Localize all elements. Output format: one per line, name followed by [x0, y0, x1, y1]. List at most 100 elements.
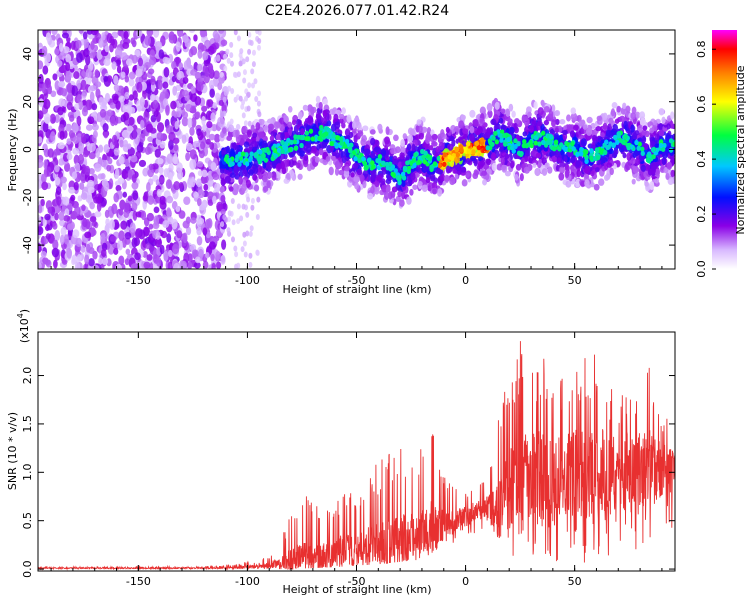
- heatmap-cell: [121, 170, 129, 180]
- heatmap-cell: [380, 160, 386, 166]
- heatmap-cell: [269, 135, 275, 142]
- y-tick-label: 0: [21, 146, 34, 153]
- heatmap-cell: [606, 162, 613, 168]
- heatmap-cell: [394, 146, 401, 154]
- heatmap-cell: [447, 143, 454, 151]
- heatmap-cell: [590, 170, 595, 177]
- heatmap-cell: [465, 158, 471, 165]
- heatmap-cell: [343, 169, 350, 178]
- heatmap-cell: [374, 187, 380, 195]
- heatmap-cell: [236, 203, 241, 210]
- heatmap-cell: [634, 157, 641, 166]
- heatmap-cell: [80, 79, 87, 91]
- heatmap-cell: [338, 113, 345, 120]
- heatmap-cell: [40, 251, 47, 258]
- heatmap-cell: [341, 107, 346, 115]
- heatmap-cell: [131, 237, 138, 248]
- heatmap-cell: [114, 180, 121, 187]
- heatmap-cell: [249, 225, 254, 232]
- heatmap-cell: [395, 195, 401, 202]
- heatmap-cell: [504, 170, 511, 177]
- heatmap-cell: [226, 57, 231, 64]
- heatmap-cell: [153, 215, 160, 225]
- heatmap-cell: [558, 166, 565, 174]
- heatmap-cell: [391, 172, 396, 178]
- heatmap-cell: [271, 160, 277, 169]
- heatmap-cell: [303, 154, 309, 161]
- heatmap-cell: [90, 40, 95, 50]
- heatmap-cell: [370, 185, 375, 194]
- snr-x-ticks: -150 -100 -50 0 50: [50, 332, 663, 588]
- heatmap-cell: [74, 103, 80, 111]
- heatmap-cell: [473, 158, 478, 167]
- heatmap-cell: [429, 173, 436, 180]
- heatmap-cell: [66, 82, 72, 94]
- heatmap-cell: [271, 172, 277, 181]
- heatmap-cell: [500, 108, 506, 114]
- heatmap-cell: [42, 65, 49, 75]
- heatmap-cell: [191, 249, 199, 257]
- heatmap-cell: [131, 181, 139, 190]
- heatmap-cell: [280, 140, 285, 146]
- heatmap-cell: [178, 62, 184, 71]
- heatmap-cell: [88, 116, 95, 124]
- heatmap-cell: [142, 194, 148, 202]
- heatmap-cell: [541, 139, 546, 145]
- heatmap-cell: [199, 204, 206, 211]
- heatmap-cell: [196, 236, 203, 246]
- heatmap-cell: [536, 120, 543, 127]
- heatmap-cell: [570, 140, 575, 147]
- heatmap-cell: [79, 182, 85, 190]
- heatmap-cell: [242, 69, 247, 76]
- heatmap-cell: [454, 147, 459, 153]
- heatmap-cell: [509, 160, 515, 169]
- heatmap-cell: [460, 166, 467, 173]
- heatmap-cell: [514, 174, 519, 181]
- heatmap-cell: [406, 143, 412, 151]
- heatmap-cell: [401, 161, 407, 167]
- heatmap-cell: [421, 184, 428, 192]
- heatmap-cell: [238, 155, 244, 161]
- heatmap-cell: [473, 169, 479, 176]
- heatmap-cell: [197, 131, 204, 141]
- heatmap-cell: [103, 180, 110, 192]
- heatmap-cell: [640, 146, 645, 152]
- heatmap-cell: [602, 112, 608, 121]
- heatmap-cell: [150, 75, 156, 86]
- heatmap-cell: [76, 115, 82, 127]
- heatmap-cell: [146, 30, 152, 35]
- heatmap-cell: [99, 108, 107, 118]
- heatmap-cell: [101, 257, 109, 266]
- heatmap-cell: [71, 85, 78, 97]
- heatmap-cell: [385, 126, 390, 135]
- heatmap-cell: [154, 148, 161, 158]
- heatmap-cell: [65, 53, 72, 63]
- heatmap-cell: [406, 168, 411, 175]
- heatmap-cell: [212, 173, 220, 181]
- y-tick-label: -40: [21, 236, 34, 254]
- heatmap-cell: [350, 172, 355, 178]
- heatmap-cell: [142, 198, 148, 210]
- heatmap-cell: [254, 95, 259, 102]
- heatmap-cell: [311, 127, 317, 136]
- heatmap-cell: [69, 114, 75, 122]
- heatmap-cell: [226, 135, 233, 141]
- colorbar-tick-label: 0.4: [695, 150, 708, 168]
- heatmap-cell: [516, 150, 522, 156]
- heatmap-cell: [91, 103, 98, 111]
- heatmap-cell: [233, 164, 240, 174]
- heatmap-cell: [70, 40, 76, 51]
- heatmap-cell: [322, 109, 327, 117]
- heatmap-cell: [135, 30, 143, 38]
- heatmap-cell: [122, 41, 130, 50]
- heatmap-cell: [460, 114, 466, 121]
- heatmap-cell: [339, 140, 344, 146]
- x-tick-label: 0: [462, 575, 469, 588]
- heatmap-cell: [591, 134, 597, 142]
- heatmap-cell: [445, 165, 451, 174]
- heatmap-cell: [401, 175, 407, 181]
- heatmap-cell: [61, 32, 69, 39]
- heatmap-cell: [370, 173, 376, 181]
- heatmap-cell: [383, 191, 390, 200]
- heatmap-cell: [559, 142, 564, 148]
